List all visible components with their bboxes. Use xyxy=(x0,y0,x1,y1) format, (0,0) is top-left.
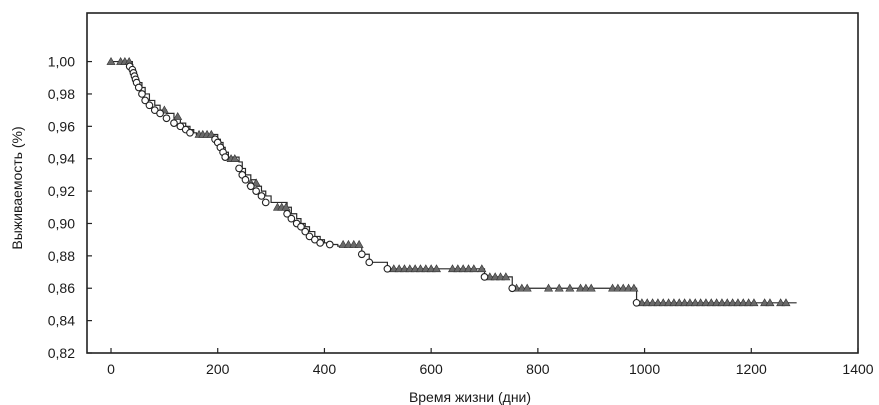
censored-triangle-marker xyxy=(765,298,775,307)
censored-triangle-marker xyxy=(586,283,596,292)
censored-triangle-marker xyxy=(544,283,554,292)
event-circle-marker xyxy=(156,109,164,118)
event-circle-marker xyxy=(138,90,146,98)
y-tick-label: 0,82 xyxy=(48,345,75,361)
x-axis: 0 200 400 600 800 1000 1200 1400 xyxy=(107,348,874,377)
censored-triangle-marker xyxy=(173,112,183,120)
event-circle-marker xyxy=(221,153,230,161)
event-circle-marker xyxy=(162,114,171,123)
event-circle-marker xyxy=(301,227,310,236)
event-circle-marker xyxy=(357,250,366,259)
y-tick-label: 0,96 xyxy=(48,118,75,134)
event-circle-marker xyxy=(257,192,266,200)
y-tick-label: 0,98 xyxy=(48,86,75,102)
event-circle-marker xyxy=(241,175,250,184)
censored-triangle-marker xyxy=(106,56,116,65)
x-tick-label: 800 xyxy=(526,361,550,377)
censored-triangle-marker xyxy=(522,283,532,292)
x-tick-label: 600 xyxy=(419,361,443,377)
y-tick-label: 0,92 xyxy=(48,183,75,199)
censored-triangle-marker xyxy=(565,283,575,292)
y-tick-label: 0,84 xyxy=(48,313,75,329)
event-circle-marker xyxy=(316,239,325,247)
event-circle-marker xyxy=(287,214,296,223)
event-circle-marker xyxy=(141,96,150,105)
y-tick-label: 0,94 xyxy=(48,151,75,167)
y-tick-label: 0,86 xyxy=(48,280,75,296)
event-circle-marker xyxy=(480,273,489,281)
x-tick-label: 1000 xyxy=(629,361,660,377)
event-circle-marker xyxy=(145,101,154,110)
event-circle-marker xyxy=(283,209,291,218)
event-circle-marker xyxy=(252,187,260,195)
plot-frame xyxy=(86,12,859,354)
event-circle-marker xyxy=(261,198,270,207)
censored-triangle-marker xyxy=(206,129,216,138)
y-axis: 0,82 0,84 0,86 0,88 0,90 0,92 0,94 0,96 0,98 1,00 xyxy=(48,54,92,361)
x-tick-label: 200 xyxy=(206,361,230,377)
censored-triangle-marker xyxy=(501,272,511,281)
censored-triangle-marker xyxy=(431,264,442,273)
y-tick-label: 0,90 xyxy=(48,215,75,231)
censored-triangle-marker xyxy=(230,154,240,163)
censored-triangle-marker xyxy=(477,264,487,273)
plot-area xyxy=(106,56,797,307)
x-tick-label: 0 xyxy=(107,361,115,377)
censored-triangle-marker xyxy=(629,283,639,292)
event-circle-marker xyxy=(508,284,517,293)
y-axis-title: Выживаемость (%) xyxy=(9,126,25,249)
y-tick-label: 0,88 xyxy=(48,248,75,264)
x-tick-label: 400 xyxy=(313,361,337,377)
censored-triangle-marker xyxy=(554,283,564,292)
censored-triangle-marker xyxy=(469,264,479,273)
event-circle-marker xyxy=(170,119,178,127)
censored-triangle-marker xyxy=(354,239,364,248)
x-tick-label: 1200 xyxy=(736,361,767,377)
x-tick-label: 1400 xyxy=(842,361,873,377)
event-circle-marker xyxy=(246,182,255,191)
event-circle-marker xyxy=(325,240,334,249)
event-circle-marker xyxy=(383,264,392,273)
x-axis-title: Время жизни (дни) xyxy=(409,389,531,405)
event-circle-marker xyxy=(297,222,305,231)
event-circle-marker xyxy=(134,83,143,92)
y-tick-label: 1,00 xyxy=(48,54,75,70)
event-circle-marker xyxy=(365,258,374,267)
censored-triangle-marker xyxy=(749,298,759,307)
event-circle-marker xyxy=(632,298,641,307)
event-circle-marker xyxy=(186,128,194,137)
censored-triangle-marker xyxy=(251,178,261,187)
censored-triangle-marker xyxy=(781,298,791,307)
event-circle-marker xyxy=(235,164,243,173)
